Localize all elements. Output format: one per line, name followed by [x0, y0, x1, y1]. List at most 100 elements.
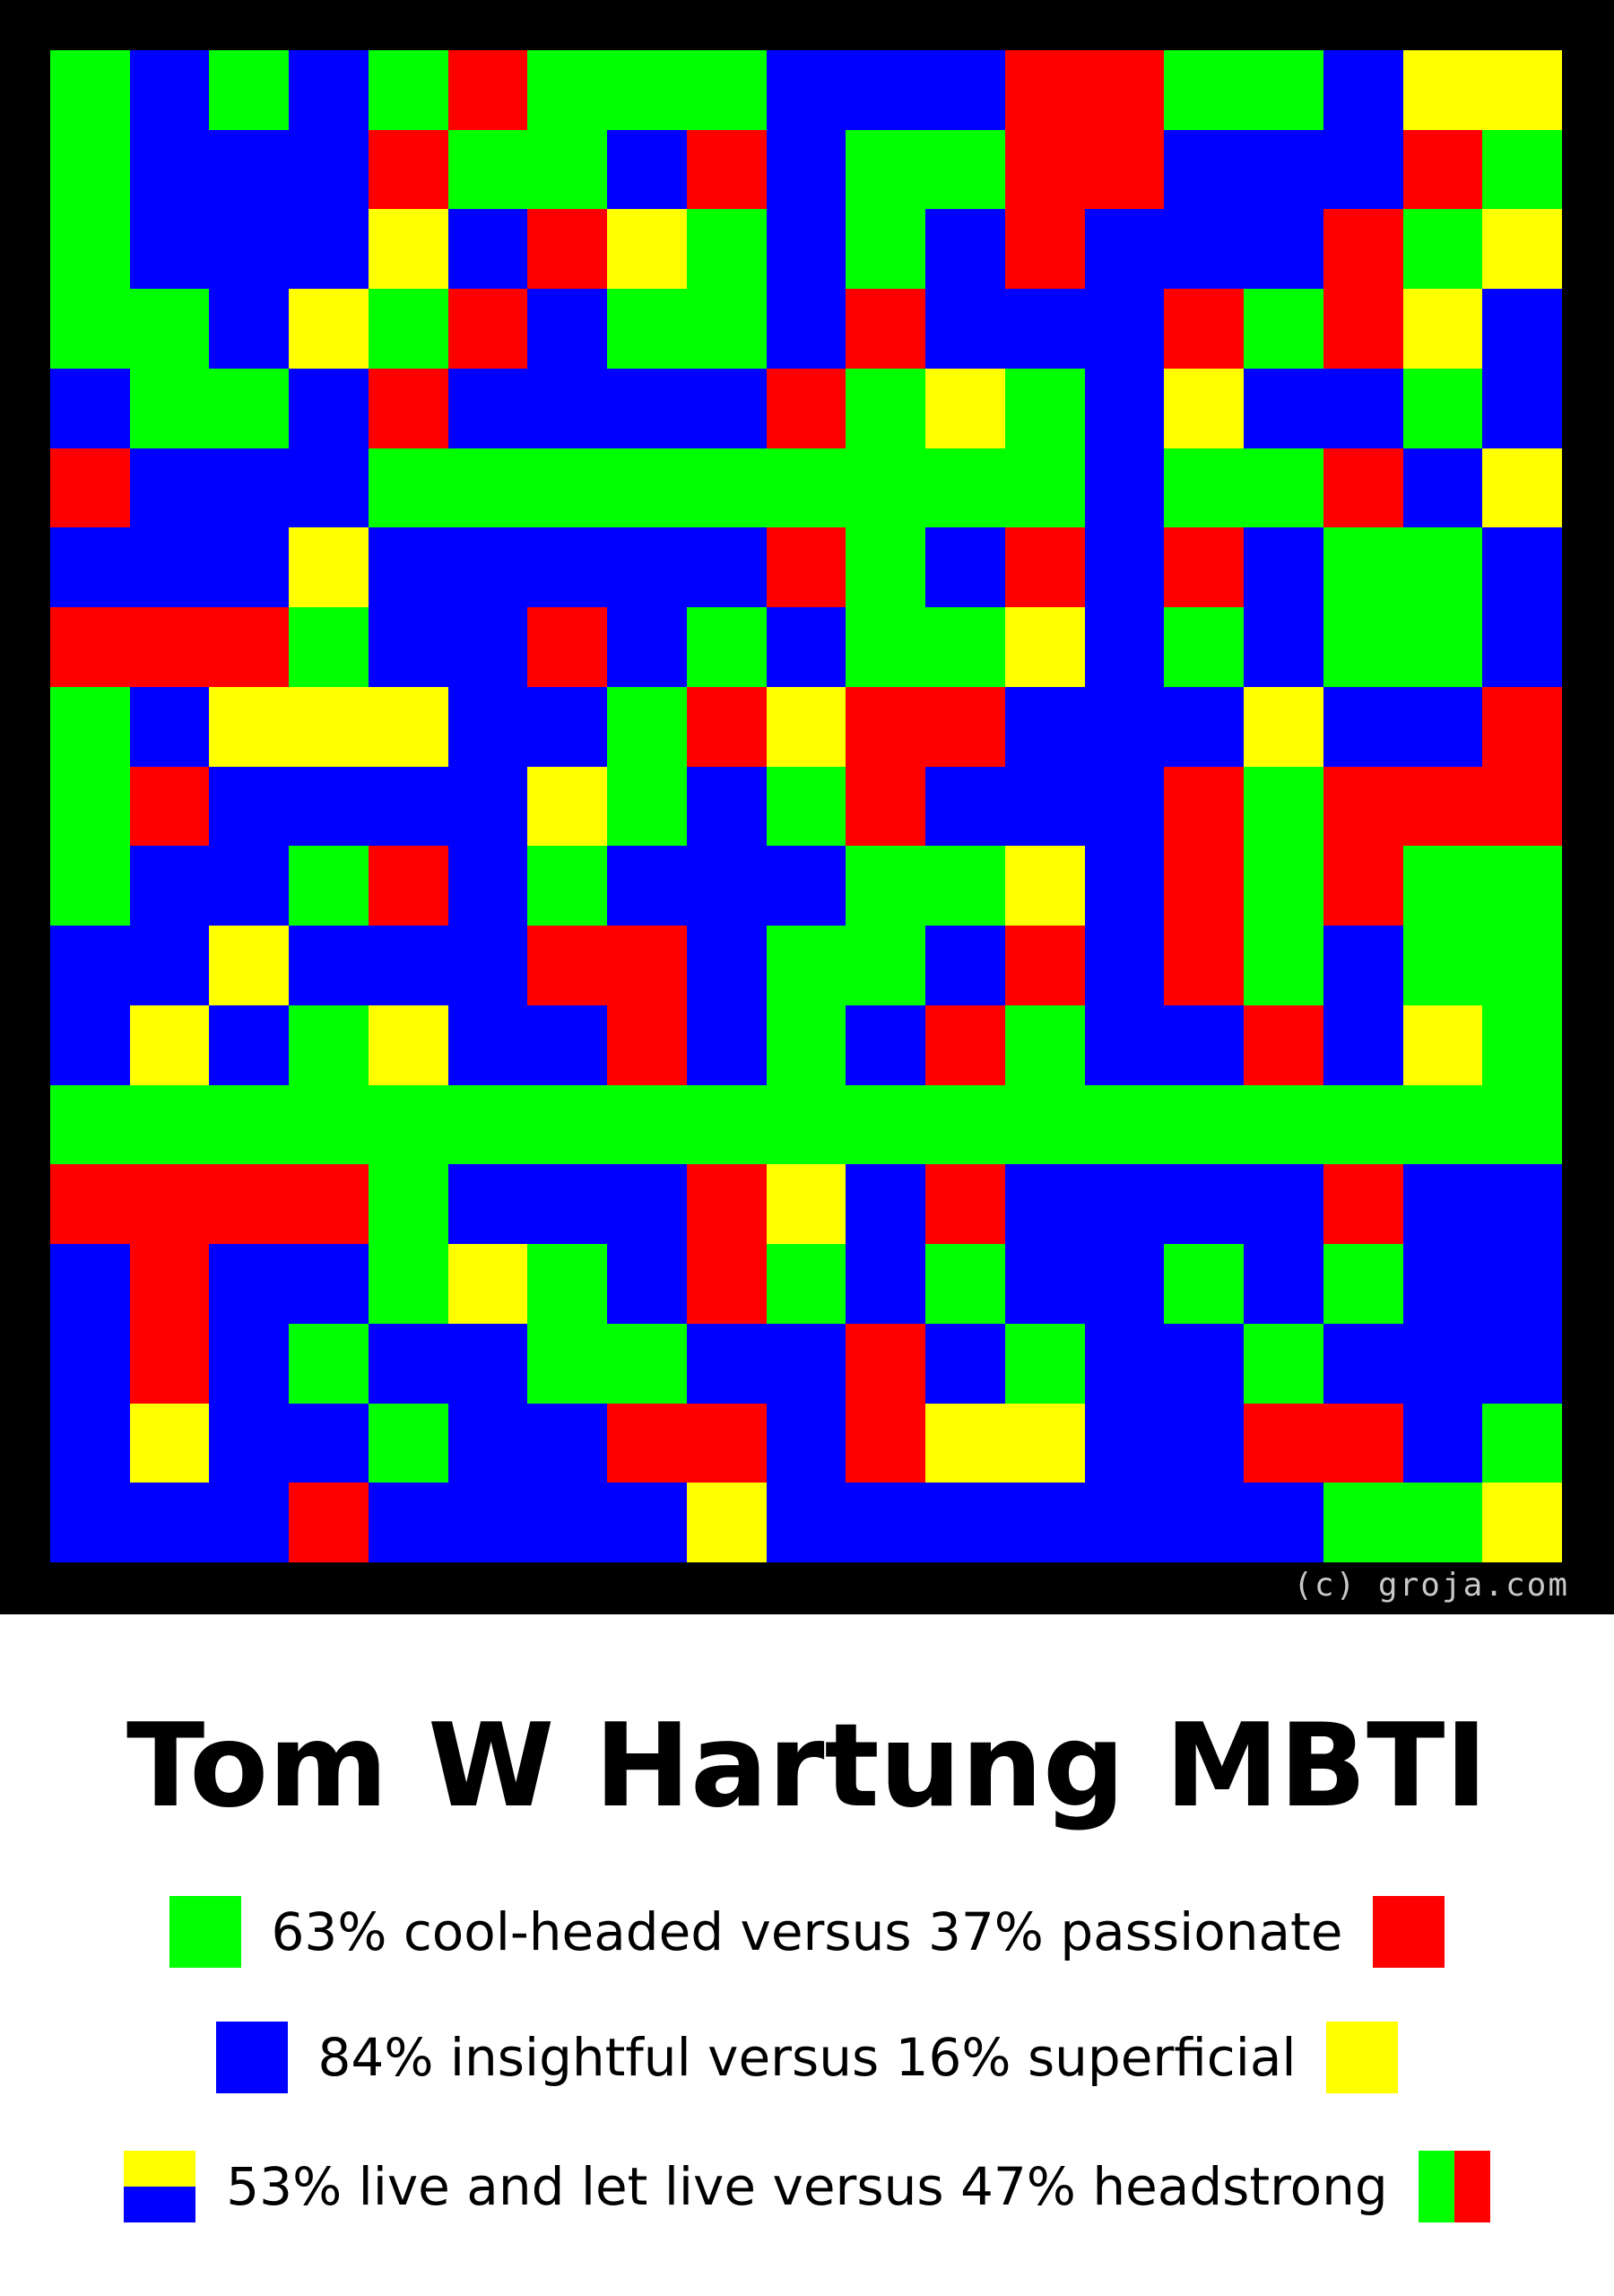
yellow-cell [368, 686, 448, 767]
blue-cell [447, 209, 528, 290]
blue-cell [50, 368, 130, 448]
blue-cell [1164, 1323, 1245, 1404]
blue-cell [289, 1403, 369, 1483]
red-half [1453, 2151, 1490, 2222]
green-cell [607, 448, 687, 528]
green-cell [766, 1084, 846, 1165]
blue-cell [607, 1164, 687, 1245]
green-red-swatch [1418, 2151, 1490, 2222]
blue-cell [209, 1323, 290, 1404]
green-cell [1323, 1483, 1403, 1562]
blue-cell [1323, 129, 1403, 210]
green-cell [50, 1084, 130, 1165]
green-cell [925, 607, 1005, 687]
blue-cell [209, 1483, 290, 1562]
legend-row-cool-headed: 63% cool-headed versus 37% passionate [0, 1896, 1614, 1968]
blue-cell [1244, 209, 1323, 290]
green-cell [766, 448, 846, 528]
green-cell [1084, 1084, 1165, 1165]
blue-cell [1323, 1004, 1403, 1085]
green-cell [1402, 527, 1483, 608]
blue-cell [209, 209, 290, 290]
red-cell [289, 1164, 369, 1245]
red-cell [846, 686, 926, 767]
red-cell [50, 448, 130, 528]
red-cell [1244, 1004, 1323, 1085]
green-cell [1244, 50, 1323, 130]
green-cell [368, 289, 448, 369]
blue-cell [1323, 926, 1403, 1005]
yellow-cell [1482, 448, 1562, 528]
red-cell [129, 1323, 210, 1404]
blue-cell [925, 209, 1005, 290]
green-cell [846, 607, 926, 687]
green-cell [1164, 1084, 1245, 1165]
red-cell [129, 1244, 210, 1324]
blue-cell [50, 1403, 130, 1483]
green-cell [527, 50, 608, 130]
yellow-cell [925, 1403, 1005, 1483]
red-cell [1323, 289, 1403, 369]
green-cell [368, 1403, 448, 1483]
blue-cell [607, 1483, 687, 1562]
blue-cell [527, 527, 608, 608]
blue-cell [686, 368, 767, 448]
green-cell [1482, 129, 1562, 210]
green-cell [1164, 607, 1245, 687]
blue-cell [447, 1403, 528, 1483]
blue-cell [1323, 1323, 1403, 1404]
green-cell [686, 289, 767, 369]
blue-cell [447, 607, 528, 687]
blue-cell [1004, 1483, 1085, 1562]
blue-cell [1004, 766, 1085, 847]
green-cell [527, 1084, 608, 1165]
red-cell [1164, 846, 1245, 926]
green-cell [1004, 368, 1085, 448]
blue-cell [766, 1483, 846, 1562]
red-cell [1323, 209, 1403, 290]
red-cell [368, 368, 448, 448]
red-cell [607, 1403, 687, 1483]
yellow-cell [368, 209, 448, 290]
blue-cell [686, 846, 767, 926]
yellow-cell [289, 686, 369, 767]
blue-cell [1084, 1164, 1165, 1245]
blue-cell [527, 1004, 608, 1085]
green-cell [925, 129, 1005, 210]
blue-cell [129, 1483, 210, 1562]
green-cell [1482, 1004, 1562, 1085]
red-cell [1323, 846, 1403, 926]
blue-cell [925, 289, 1005, 369]
green-cell [209, 1084, 290, 1165]
red-cell [686, 686, 767, 767]
yellow-cell [1402, 50, 1483, 130]
blue-cell [925, 1323, 1005, 1404]
blue-cell [607, 846, 687, 926]
blue-cell [1084, 527, 1165, 608]
yellow-cell [1482, 1483, 1562, 1562]
blue-cell [289, 1244, 369, 1324]
green-half [1418, 2151, 1454, 2222]
blue-cell [1004, 289, 1085, 369]
green-swatch [169, 1896, 241, 1968]
green-cell [1402, 926, 1483, 1005]
blue-cell [1004, 686, 1085, 767]
blue-cell [289, 50, 369, 130]
blue-cell [1402, 1323, 1483, 1404]
green-cell [447, 129, 528, 210]
red-cell [527, 607, 608, 687]
green-cell [846, 209, 926, 290]
blue-cell [925, 527, 1005, 608]
red-cell [1004, 209, 1085, 290]
green-cell [1323, 607, 1403, 687]
red-cell [527, 926, 608, 1005]
green-cell [1402, 368, 1483, 448]
blue-cell [368, 607, 448, 687]
blue-cell [1084, 1403, 1165, 1483]
blue-cell [129, 209, 210, 290]
blue-cell [447, 766, 528, 847]
blue-cell [1164, 129, 1245, 210]
blue-cell [129, 686, 210, 767]
red-cell [1244, 1403, 1323, 1483]
red-cell [1164, 766, 1245, 847]
